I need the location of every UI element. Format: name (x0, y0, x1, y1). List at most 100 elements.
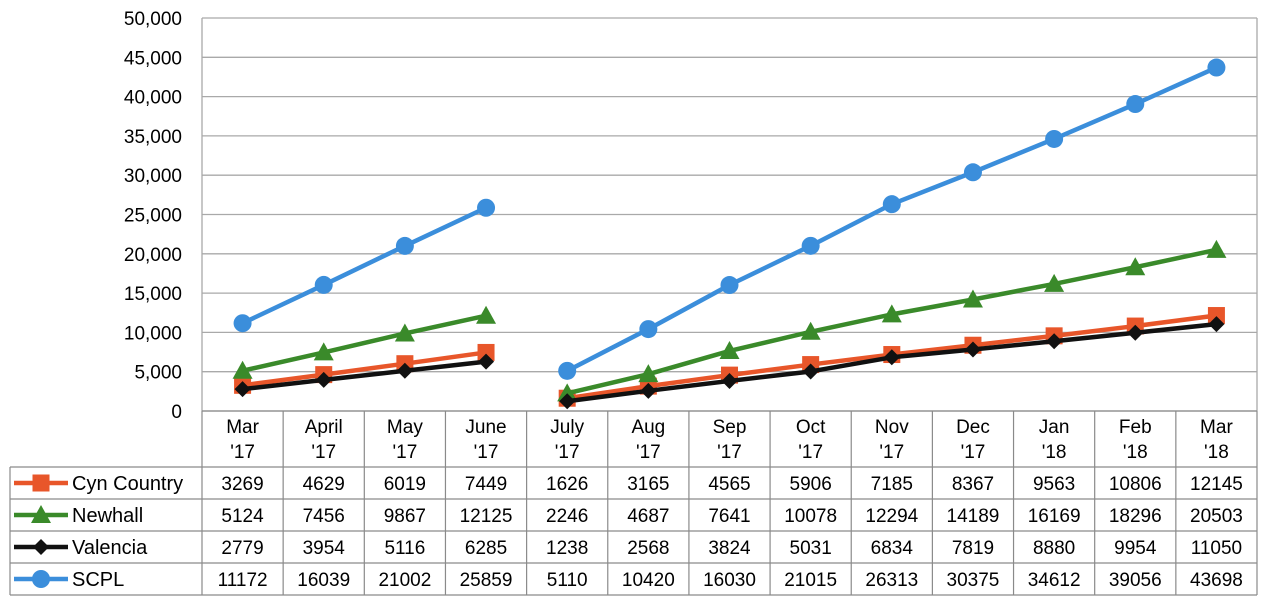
x-tick-label: Jan (1039, 417, 1070, 438)
x-tick-label: '17 (961, 442, 986, 463)
x-tick-label: '17 (230, 442, 255, 463)
x-tick-label: Dec (956, 417, 990, 438)
data-point (559, 393, 576, 410)
data-point (1127, 324, 1144, 341)
data-point (233, 314, 252, 333)
data-point (882, 195, 901, 214)
table-cell: 7456 (303, 506, 345, 527)
table-cell: 21002 (378, 570, 431, 591)
x-tick-label: '17 (393, 442, 418, 463)
data-point (964, 341, 981, 358)
data-point (315, 371, 332, 388)
table-cell: 34612 (1028, 570, 1081, 591)
series-scpl (233, 58, 1226, 380)
data-point (1126, 95, 1145, 114)
y-tick-label: 25,000 (124, 206, 182, 227)
data-point (883, 349, 900, 366)
table-cell: 3165 (627, 474, 669, 495)
data-point (477, 343, 495, 361)
x-tick-label: '17 (798, 442, 823, 463)
table-cell: 10078 (784, 506, 837, 527)
x-tick-label: Aug (631, 417, 665, 438)
table-cell: 7185 (871, 474, 913, 495)
series-line (242, 359, 487, 392)
x-tick-label: '17 (311, 442, 336, 463)
data-point (395, 236, 414, 255)
data-point (313, 342, 334, 361)
table-cell: 16169 (1028, 506, 1081, 527)
data-point (801, 236, 820, 255)
table-cell: 4687 (627, 506, 669, 527)
x-tick-label: July (550, 417, 584, 438)
table-cell: 5124 (221, 506, 264, 527)
x-tick-label: '18 (1042, 442, 1067, 463)
table-cell: 2779 (221, 538, 263, 559)
series (232, 58, 1227, 410)
data-point (721, 372, 738, 389)
table-cell: 3824 (708, 538, 751, 559)
x-tick-label: June (465, 417, 506, 438)
table-cell: 2246 (546, 506, 588, 527)
table-cell: 8880 (1033, 538, 1075, 559)
series-line (241, 205, 487, 326)
table-cell: 5110 (547, 570, 588, 591)
data-point (1044, 273, 1065, 292)
x-tick-label: '17 (717, 442, 742, 463)
table-cell: 39056 (1109, 570, 1162, 591)
legend-label: Valencia (72, 537, 148, 559)
table-cell: 12145 (1190, 474, 1243, 495)
table-cell: 11172 (218, 570, 268, 591)
table-cell: 9563 (1033, 474, 1075, 495)
legend-label: Cyn Country (72, 473, 183, 495)
data-point (1208, 316, 1225, 333)
data-point (962, 289, 983, 308)
legend-marker (33, 539, 49, 555)
table-cell: 30375 (947, 570, 1000, 591)
y-tick-label: 50,000 (124, 9, 182, 30)
data-point (557, 383, 578, 402)
y-tick-label: 15,000 (124, 284, 182, 305)
table-cell: 21015 (784, 570, 837, 591)
data-point (314, 275, 333, 294)
data-point (478, 353, 495, 370)
table-cell: 2568 (627, 538, 669, 559)
data-point (1207, 307, 1225, 325)
series-newhall (232, 239, 1227, 402)
table-cell: 4629 (303, 474, 345, 495)
x-tick-label: '17 (879, 442, 904, 463)
data-point (1207, 58, 1226, 77)
x-tick-label: '17 (555, 442, 580, 463)
x-tick-label: '17 (474, 442, 499, 463)
y-tick-label: 10,000 (124, 323, 182, 344)
table-cell: 1238 (546, 538, 588, 559)
series-line (242, 313, 487, 373)
table-cell: 6285 (465, 538, 507, 559)
table-cell: 5906 (790, 474, 832, 495)
x-tick-label: May (387, 417, 423, 438)
data-point (639, 320, 658, 339)
series-line (566, 65, 1218, 373)
data-point (881, 304, 902, 323)
table-cell: 18296 (1109, 506, 1162, 527)
x-tick-label: '18 (1204, 442, 1229, 463)
table-cell: 9867 (384, 506, 426, 527)
x-tick-label: Feb (1119, 417, 1152, 438)
data-point (638, 364, 659, 383)
x-tick-label: Mar (226, 417, 259, 438)
data-table: Mar '17 April '17 May '17 June '17 July '17 Aug '17… (9, 410, 1258, 596)
table-cell: 3954 (303, 538, 346, 559)
table-cell: 25859 (460, 570, 513, 591)
table-cell: 9954 (1114, 538, 1157, 559)
data-point (800, 321, 821, 340)
table-cell: 14189 (947, 506, 1000, 527)
data-point (476, 305, 497, 324)
table-cell: 12125 (460, 506, 513, 527)
table-cell: 16030 (703, 570, 756, 591)
x-tick-label: '18 (1123, 442, 1148, 463)
data-point (1125, 257, 1146, 276)
table-cell: 7449 (465, 474, 507, 495)
data-point (558, 361, 577, 380)
data-point (1045, 129, 1064, 148)
data-point (1046, 333, 1063, 350)
